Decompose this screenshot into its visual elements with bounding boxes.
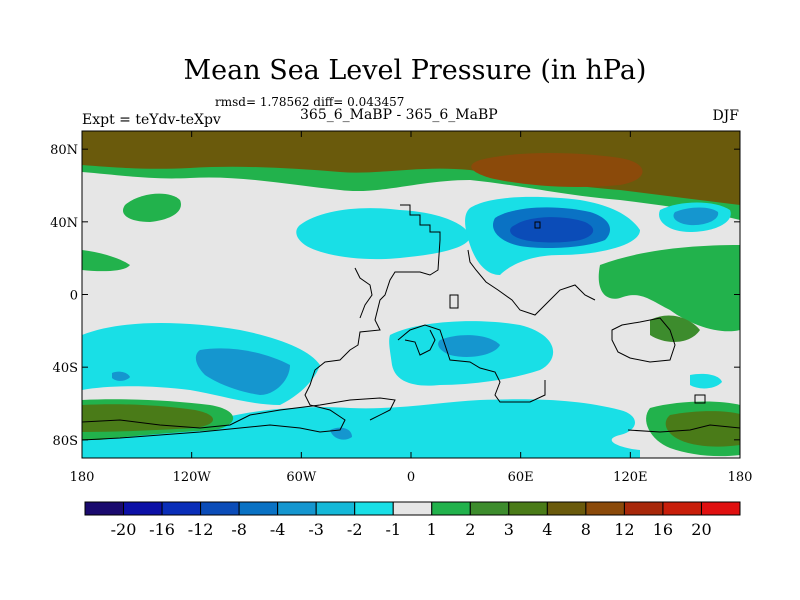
colorbar-label: 20 bbox=[691, 520, 711, 539]
colorbar: -20 -16 -12 -8 -4 -3 -2 -1 1 2 3 4 8 12 16 20 bbox=[84, 501, 741, 539]
experiment-subtitle: 365_6_MaBP - 365_6_MaBP bbox=[300, 107, 498, 123]
colorbar-swatch bbox=[200, 501, 240, 516]
lon-tick-label: 0 bbox=[407, 470, 415, 485]
colorbar-swatch bbox=[161, 501, 202, 516]
season-label: DJF bbox=[712, 108, 739, 124]
colorbar-swatch bbox=[315, 501, 356, 516]
lon-tick-label: 60W bbox=[286, 470, 317, 485]
lat-tick-label: 0 bbox=[70, 289, 78, 304]
colorbar-label: 8 bbox=[581, 520, 591, 539]
colorbar-swatch bbox=[662, 501, 702, 516]
coastline-australia bbox=[611, 317, 676, 363]
colorbar-label: -4 bbox=[270, 520, 286, 539]
coastline-africa bbox=[397, 324, 546, 403]
indian-cyan-patch bbox=[690, 373, 722, 389]
colorbar-label: -1 bbox=[385, 520, 401, 539]
south-pacific-blue-dot bbox=[112, 371, 130, 381]
lat-tick-label: 80S bbox=[53, 434, 78, 449]
colorbar-label: -8 bbox=[231, 520, 247, 539]
south-east-olive bbox=[665, 411, 740, 447]
stats-text: rmsd= 1.78562 diff= 0.043457 bbox=[215, 95, 405, 109]
pacific-olive-tongue bbox=[650, 315, 700, 342]
lon-tick-label: 180 bbox=[728, 470, 753, 485]
colorbar-swatch bbox=[585, 501, 625, 516]
coastline-antarctica bbox=[82, 397, 396, 429]
colorbar-label: 12 bbox=[614, 520, 634, 539]
asia-deep-blue-low bbox=[510, 217, 594, 243]
colorbar-label: 3 bbox=[504, 520, 514, 539]
colorbar-swatch bbox=[354, 501, 394, 516]
lon-tick-label: 180 bbox=[70, 470, 95, 485]
coastline-eurasia bbox=[467, 249, 596, 316]
colorbar-label: 4 bbox=[542, 520, 552, 539]
lat-tick-label: 80N bbox=[50, 143, 78, 158]
pacific-green-patch bbox=[122, 193, 181, 222]
colorbar-swatch bbox=[392, 501, 433, 516]
pacific-blue-low bbox=[673, 207, 719, 226]
coastline-antarctica-east bbox=[627, 424, 740, 433]
coastline-east-island bbox=[694, 394, 706, 404]
coastline-island bbox=[449, 294, 459, 309]
colorbar-label: -20 bbox=[111, 520, 137, 539]
experiment-label: Expt = teYdv-teXpv bbox=[82, 112, 221, 128]
coastline-americas bbox=[82, 204, 441, 441]
southern-ocean-cyan bbox=[82, 399, 640, 458]
atlantic-cyan-low bbox=[296, 208, 470, 260]
south-pacific-blue bbox=[195, 348, 290, 395]
colorbar-swatch bbox=[84, 501, 125, 516]
colorbar-label: -16 bbox=[149, 520, 175, 539]
colorbar-swatch bbox=[508, 501, 548, 516]
lon-tick-label: 60E bbox=[508, 470, 534, 485]
pacific-green-tongue bbox=[598, 245, 740, 332]
coastline-north-pacific bbox=[354, 267, 373, 319]
colorbar-swatch bbox=[431, 501, 471, 516]
colorbar-swatch bbox=[238, 501, 279, 516]
west-green-patch bbox=[82, 250, 130, 272]
lat-tick-label: 40S bbox=[53, 361, 78, 376]
map-title: Mean Sea Level Pressure (in hPa) bbox=[183, 55, 647, 86]
colorbar-swatch bbox=[546, 501, 587, 516]
latitude-axis: 80N 40N 0 40S 80S bbox=[50, 143, 740, 449]
arctic-brown-core bbox=[471, 153, 643, 188]
coastline-asia-lake bbox=[534, 221, 541, 229]
colorbar-label: 1 bbox=[427, 520, 437, 539]
colorbar-swatch bbox=[277, 501, 317, 516]
coastlines bbox=[82, 204, 740, 441]
colorbar-swatch bbox=[123, 501, 163, 516]
south-west-olive bbox=[82, 404, 214, 432]
colorbar-swatch bbox=[623, 501, 664, 516]
south-atlantic-blue bbox=[438, 335, 500, 357]
colorbar-swatch bbox=[700, 501, 741, 516]
colorbar-label: -12 bbox=[188, 520, 214, 539]
arctic-olive-band bbox=[82, 131, 740, 205]
contour-field bbox=[82, 131, 740, 458]
coastline-africa-inner bbox=[404, 329, 436, 356]
colorbar-label: 2 bbox=[465, 520, 475, 539]
colorbar-label: -3 bbox=[308, 520, 324, 539]
lon-tick-label: 120E bbox=[613, 470, 647, 485]
colorbar-label: 16 bbox=[653, 520, 673, 539]
longitude-axis: 180 120W 60W 0 60E 120E 180 bbox=[70, 131, 753, 485]
lat-tick-label: 40N bbox=[50, 216, 78, 231]
colorbar-swatch bbox=[469, 501, 510, 516]
lon-tick-label: 120W bbox=[173, 470, 212, 485]
colorbar-label: -2 bbox=[347, 520, 363, 539]
